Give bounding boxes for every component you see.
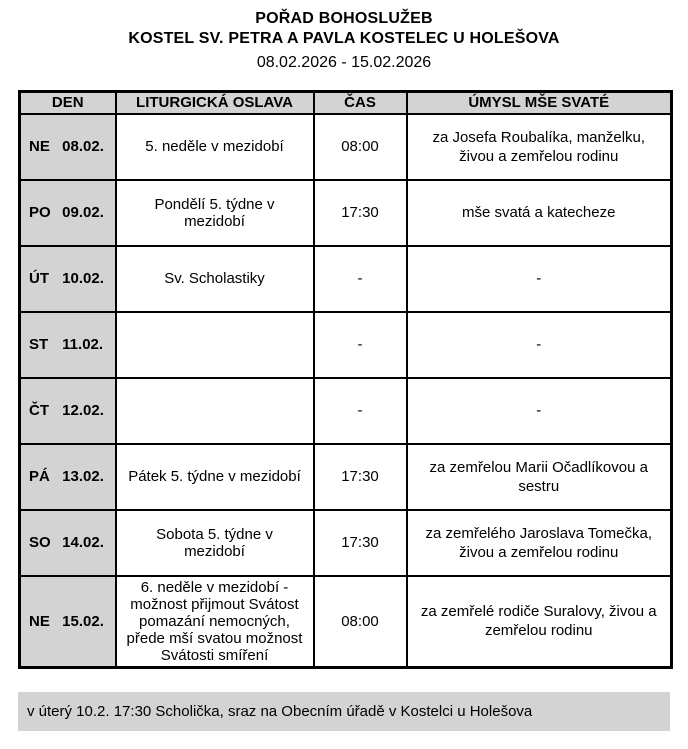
day-date: 12.02. [62, 402, 104, 419]
table-header-row: DEN LITURGICKÁ OSLAVA ČAS ÚMYSL MŠE SVAT… [18, 90, 673, 115]
intention-cell: mše svatá a katecheze [405, 178, 673, 247]
day-abbreviation: ST [29, 336, 49, 353]
time-cell: - [312, 310, 408, 379]
day-cell: ST 11.02. [18, 310, 117, 379]
celebration-cell: Sv. Scholastiky [114, 244, 315, 313]
page-subtitle: KOSTEL SV. PETRA A PAVLA KOSTELEC U HOLE… [128, 30, 560, 47]
day-date: 10.02. [62, 270, 104, 287]
celebration-cell: Pátek 5. týdne v mezidobí [114, 442, 315, 511]
table-row: NE 15.02. 6. neděle v mezidobí - možnost… [18, 574, 673, 668]
day-abbreviation: NE [29, 612, 50, 630]
day-abbreviation: ÚT [29, 270, 49, 287]
day-cell: PÁ 13.02. [18, 442, 117, 511]
intention-cell: - [405, 376, 673, 445]
day-cell: ÚT 10.02. [18, 244, 117, 313]
day-abbreviation: SO [29, 534, 51, 551]
intention-cell: za Josefa Roubalíka, manželku, živou a z… [405, 112, 673, 181]
column-header-den: DEN [18, 90, 117, 115]
day-cell: ČT 12.02. [18, 376, 117, 445]
table-row: PO 09.02. Pondělí 5. týdne v mezidobí 17… [18, 178, 673, 247]
column-header-liturgicka-oslava: LITURGICKÁ OSLAVA [114, 90, 315, 115]
day-date: 15.02. [62, 612, 104, 630]
page-title: POŘAD BOHOSLUŽEB [255, 10, 433, 27]
table-row: SO 14.02. Sobota 5. týdne v mezidobí 17:… [18, 508, 673, 577]
day-abbreviation: NE [29, 138, 50, 155]
day-date: 09.02. [62, 204, 104, 221]
intention-cell: - [405, 310, 673, 379]
day-date: 08.02. [62, 138, 104, 155]
time-cell: - [312, 244, 408, 313]
celebration-cell: 6. neděle v mezidobí - možnost přijmout … [114, 574, 315, 668]
intention-cell: za zemřelé rodiče Suralovy, živou a zemř… [405, 574, 673, 668]
time-cell: - [312, 376, 408, 445]
time-cell: 17:30 [312, 178, 408, 247]
table-row: NE 08.02. 5. neděle v mezidobí 08:00 za … [18, 112, 673, 181]
column-header-umysl-mse-svate: ÚMYSL MŠE SVATÉ [405, 90, 673, 115]
time-cell: 08:00 [312, 574, 408, 668]
time-cell: 17:30 [312, 442, 408, 511]
table-row: ČT 12.02. - - [18, 376, 673, 445]
title-block: POŘAD BOHOSLUŽEB KOSTEL SV. PETRA A PAVL… [0, 0, 688, 73]
footer-note-text: v úterý 10.2. 17:30 Scholička, sraz na O… [27, 703, 533, 720]
day-cell: PO 09.02. [18, 178, 117, 247]
day-cell: SO 14.02. [18, 508, 117, 577]
day-cell: NE 15.02. [18, 574, 117, 668]
column-header-cas: ČAS [312, 90, 408, 115]
table-row: PÁ 13.02. Pátek 5. týdne v mezidobí 17:3… [18, 442, 673, 511]
celebration-cell [114, 310, 315, 379]
celebration-cell [114, 376, 315, 445]
day-abbreviation: PO [29, 204, 51, 221]
intention-cell: - [405, 244, 673, 313]
celebration-cell: 5. neděle v mezidobí [114, 112, 315, 181]
day-date: 13.02. [62, 468, 104, 485]
day-date: 14.02. [62, 534, 104, 551]
time-cell: 08:00 [312, 112, 408, 181]
table-row: ST 11.02. - - [18, 310, 673, 379]
day-abbreviation: PÁ [29, 468, 50, 485]
day-abbreviation: ČT [29, 402, 49, 419]
celebration-cell: Sobota 5. týdne v mezidobí [114, 508, 315, 577]
date-range: 08.02.2026 - 15.02.2026 [256, 54, 432, 71]
table-row: ÚT 10.02. Sv. Scholastiky - - [18, 244, 673, 313]
intention-cell: za zemřelého Jaroslava Tomečka, živou a … [405, 508, 673, 577]
time-cell: 17:30 [312, 508, 408, 577]
day-cell: NE 08.02. [18, 112, 117, 181]
celebration-cell: Pondělí 5. týdne v mezidobí [114, 178, 315, 247]
footer-note-bar: v úterý 10.2. 17:30 Scholička, sraz na O… [18, 692, 670, 731]
day-date: 11.02. [62, 336, 104, 353]
intention-cell: za zemřelou Marii Očadlíkovou a sestru [405, 442, 673, 511]
schedule-table: DEN LITURGICKÁ OSLAVA ČAS ÚMYSL MŠE SVAT… [18, 90, 673, 669]
